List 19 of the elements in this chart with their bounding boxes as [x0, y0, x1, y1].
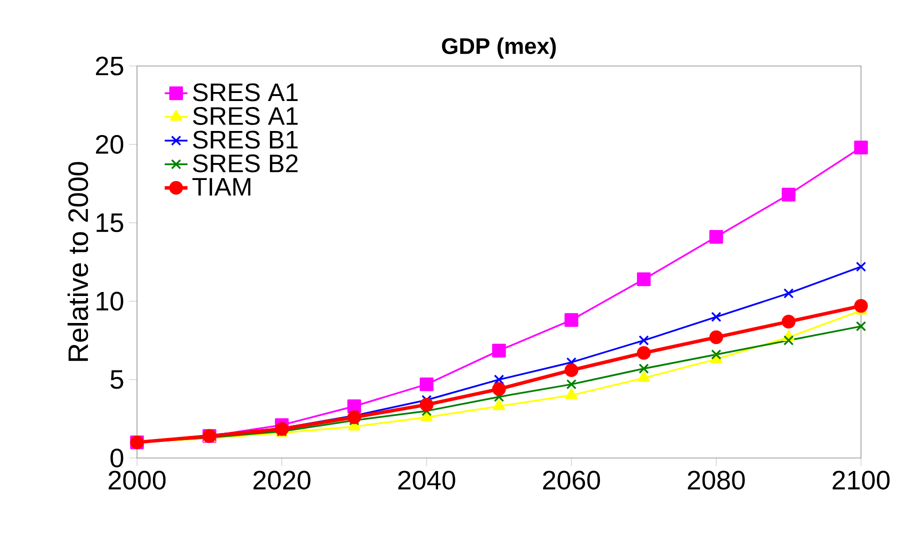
legend-label: TIAM [192, 178, 250, 196]
y-tick-label: 0 [110, 448, 124, 468]
legend-label: SRES A1 [193, 83, 298, 102]
y-tick-label: 10 [96, 292, 124, 311]
x-tick-label: 2040 [398, 470, 456, 490]
y-tick-label: 25 [96, 56, 124, 76]
x-tick-label: 2100 [832, 470, 890, 490]
x-tick-label: 2080 [688, 470, 745, 490]
legend-label: SRES B1 [193, 130, 298, 149]
y-axis-title: Relative to 2000 [68, 162, 88, 361]
legend-label: SRES A1 [193, 107, 298, 125]
chart-title: GDP (mex) [442, 38, 556, 59]
y-tick-label: 15 [96, 214, 124, 232]
y-tick-label: 5 [110, 370, 124, 389]
legend-label: SRES B2 [193, 154, 298, 172]
y-tick-label: 20 [96, 134, 124, 154]
x-tick-label: 2060 [543, 470, 600, 490]
x-tick-label: 2000 [108, 470, 166, 490]
x-tick-label: 2020 [253, 470, 310, 490]
